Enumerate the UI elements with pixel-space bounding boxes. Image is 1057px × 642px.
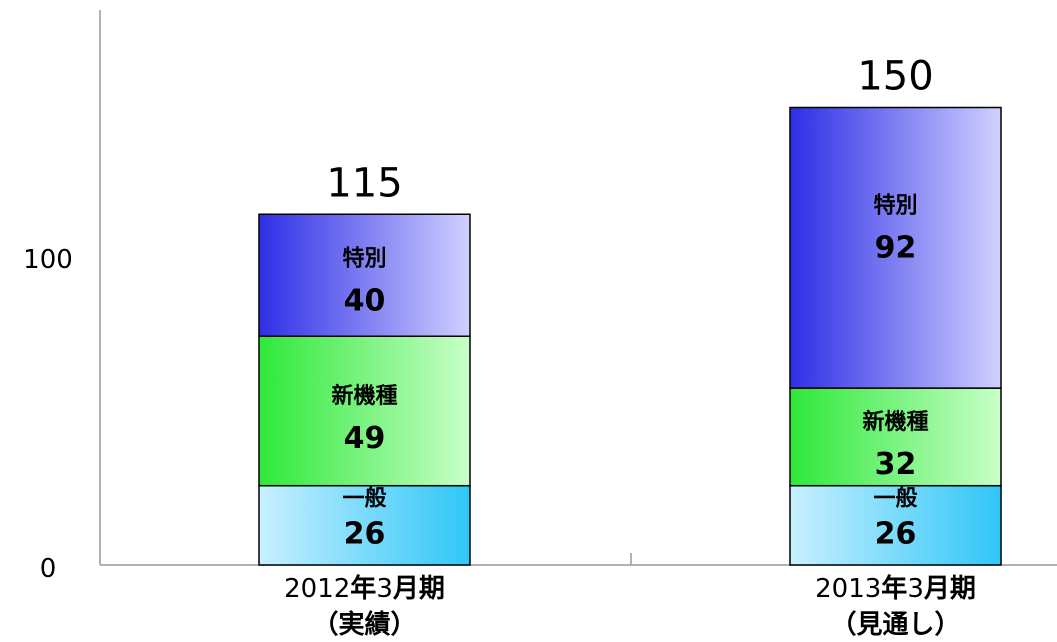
category-label-line2: （見通し）	[830, 610, 960, 640]
segment-name-label: 新機種	[331, 383, 397, 409]
category-label-part: 月期	[923, 574, 976, 604]
segment-value-label: 92	[875, 231, 917, 266]
bar-segment	[789, 106, 1002, 389]
segment-value-label: 26	[875, 517, 917, 552]
segment-name-label: 特別	[873, 193, 917, 219]
segment-name-label: 一般	[342, 486, 386, 512]
segment-value-label: 49	[344, 421, 386, 456]
category-label-part: 3	[907, 574, 924, 604]
category-label-part: 3	[376, 574, 393, 604]
category-label-part: 月期	[392, 574, 445, 604]
category-label-part: 年	[350, 573, 376, 604]
category-label-part: 2012	[284, 574, 350, 604]
segment-name-label: 一般	[873, 486, 917, 512]
segment-value-label: 26	[344, 517, 386, 552]
category-label-line1: 2012年3月期	[284, 573, 445, 604]
segment-name-label: 特別	[342, 245, 386, 271]
segment-value-label: 40	[344, 283, 386, 318]
segment-name-label: 新機種	[862, 409, 928, 435]
bar-total-label: 115	[326, 160, 402, 206]
segment-value-label: 32	[875, 447, 917, 482]
y-tick-label: 100	[23, 245, 73, 275]
y-tick-label: 0	[40, 554, 57, 584]
category-label-part: 2013	[815, 574, 881, 604]
category-label-line2: （実績）	[312, 609, 416, 640]
bar-segment	[258, 484, 471, 566]
bar-segment	[258, 335, 471, 487]
bar-segment	[258, 213, 471, 337]
bar-segment	[789, 387, 1002, 487]
category-label-line1: 2013年3月期	[815, 573, 976, 604]
bar-segment	[789, 484, 1002, 566]
category-label-part: 年	[881, 573, 907, 604]
bar-total-label: 150	[857, 54, 933, 100]
